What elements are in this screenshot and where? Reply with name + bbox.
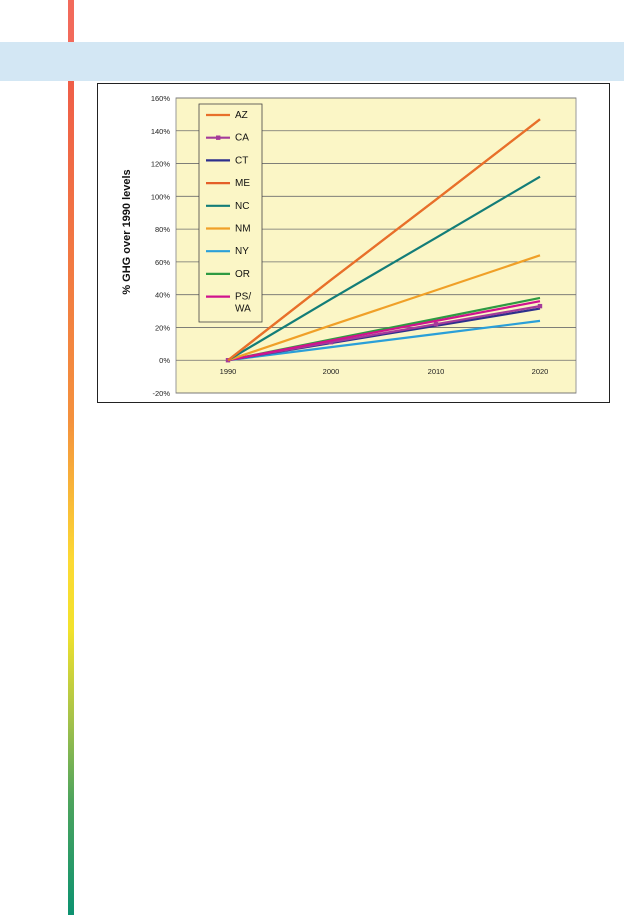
chart-figure: -20% 0% 20% 40% 60% 80% 100% 120% 140% 160% 1990 2… [97,83,610,403]
x-tick-label: 2020 [532,367,549,376]
series-line-ny [227,319,541,362]
series-line-nm [227,254,541,362]
y-tick-label: 80% [155,225,170,234]
y-tick-label: 140% [151,127,171,136]
legend-label-az: AZ [235,110,248,121]
series-marker-ca [537,303,543,309]
legend-label-nc: NC [235,201,249,212]
legend-label-pswa: PS/WA [235,292,251,315]
series-line-az [227,118,541,362]
x-tick-label: 2000 [323,367,340,376]
legend-label-or: OR [235,269,250,280]
y-tick-label: 100% [151,192,171,201]
x-tick-label: 2010 [428,367,445,376]
legend-label-ca: CA [235,133,249,144]
header-band [0,42,624,81]
series-line-pswa [227,300,541,362]
legend-label-ny: NY [235,246,249,257]
x-tick-label: 1990 [220,367,237,376]
y-tick-label: -20% [152,389,170,398]
series-marker-ca [328,339,334,345]
series-marker-ca [433,321,439,327]
y-tick-label: 40% [155,291,170,300]
line-chart: -20% 0% 20% 40% 60% 80% 100% 120% 140% 160% 1990 2… [121,94,577,398]
series-line-nc [227,175,541,362]
side-color-bar [68,0,74,915]
legend-marker-ca [216,135,221,140]
legend-label-me: ME [235,178,250,189]
y-axis-label: % GHG over 1990 levels [121,169,133,294]
y-tick-label: 0% [159,356,170,365]
legend-label-nm: NM [235,224,251,235]
legend-label-ct: CT [235,155,248,166]
y-tick-label: 20% [155,323,170,332]
y-tick-label: 160% [151,94,171,103]
legend-box [198,103,263,323]
y-tick-label: 60% [155,258,170,267]
y-tick-label: 120% [151,160,171,169]
